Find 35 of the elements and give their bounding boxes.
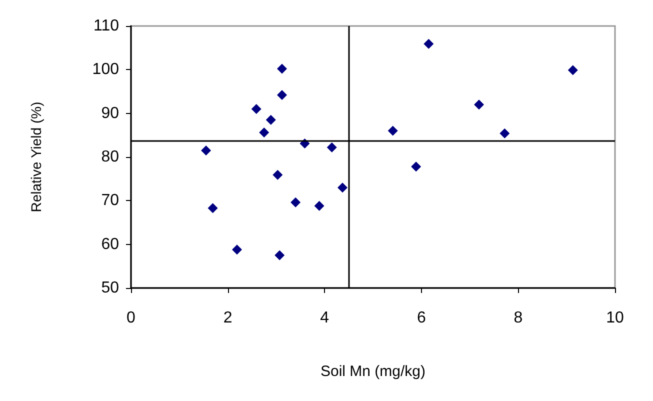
y-tick-label: 80	[101, 148, 120, 166]
y-axis-title: Relative Yield (%)	[28, 102, 44, 212]
point	[500, 128, 510, 138]
point	[474, 100, 484, 110]
x-tick-label: 10	[606, 310, 624, 326]
point	[314, 200, 324, 211]
y-tick-label: 50	[101, 280, 120, 296]
point	[411, 162, 422, 172]
y-tick-label: 110	[93, 18, 120, 34]
point	[208, 203, 218, 214]
y-tick-label: 100	[92, 61, 120, 78]
point	[424, 38, 434, 49]
y-tick-label: 60	[101, 236, 120, 253]
y-tick-label: 70	[101, 192, 120, 210]
point	[266, 114, 276, 125]
point	[272, 170, 283, 180]
x-tick-label: 0	[126, 310, 136, 326]
point	[388, 126, 398, 136]
x-tick-label: 4	[320, 310, 330, 326]
point	[259, 128, 270, 138]
y-tick-label: 90	[101, 104, 120, 122]
point	[274, 250, 285, 260]
point	[277, 64, 288, 74]
point	[277, 90, 288, 100]
x-tick-label: 2	[223, 310, 232, 326]
point	[251, 104, 262, 114]
point	[568, 65, 578, 76]
point	[201, 145, 212, 156]
point	[290, 197, 301, 208]
x-axis-title: Soil Mn (mg/kg)	[320, 363, 426, 380]
point	[326, 142, 337, 152]
point	[232, 244, 242, 255]
x-tick-label: 8	[514, 310, 523, 326]
x-tick-label: 6	[416, 310, 426, 326]
point	[338, 182, 348, 193]
